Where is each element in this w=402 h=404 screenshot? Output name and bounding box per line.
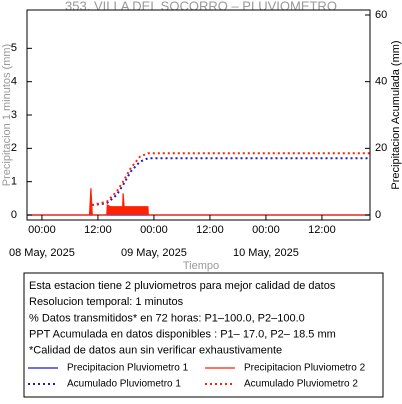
info-line: Esta estacion tiene 2 pluviometros para …	[29, 280, 336, 292]
info-line: *Calidad de datos aun sin verificar exha…	[29, 345, 282, 357]
y2-tick-label: 40	[375, 76, 387, 88]
x-tick-label: 12:00	[308, 224, 336, 236]
info-line: % Datos transmitidos* en 72 horas: P1–10…	[29, 312, 305, 324]
x-tick-label: 00:00	[252, 224, 280, 236]
y2-tick-label: 60	[375, 9, 387, 21]
y-tick-label: 4	[11, 76, 17, 88]
y-tick-label: 2	[11, 142, 17, 154]
series-line	[91, 157, 370, 206]
y2-tick-label: 20	[375, 142, 387, 154]
x-axis-label: Tiempo	[183, 260, 219, 272]
y-tick-label: 3	[11, 109, 17, 121]
date-label: 10 May, 2025	[233, 247, 299, 259]
y2-tick-label: 0	[375, 209, 381, 221]
legend-label: Acumulado Pluviometro 2	[244, 379, 358, 390]
legend-label: Acumulado Pluviometro 1	[67, 379, 181, 390]
info-box	[23, 272, 384, 398]
area	[27, 188, 370, 215]
info-line: PPT Acumulada en datos disponibles : P1–…	[29, 329, 336, 341]
y-tick-label: 1	[11, 176, 17, 188]
chart-title: 353. VILLA DEL SOCORRO – PLUVIOMETRO	[65, 0, 337, 13]
y2-axis-label: Precipitacion Acumulada (mm)	[390, 40, 402, 189]
legend-label: Precipitacion Pluviometro 1	[67, 363, 189, 374]
info-line: Resolucion temporal: 1 minutos	[29, 296, 184, 308]
x-tick-label: 12:00	[196, 224, 224, 236]
x-tick-label: 12:00	[84, 224, 112, 236]
x-tick-label: 00:00	[28, 224, 56, 236]
y-axis-label: Precipitacion 1 minutos (mm)	[1, 44, 13, 186]
y-tick-label: 5	[11, 42, 17, 54]
plot-frame	[26, 9, 371, 221]
series-line	[27, 188, 370, 216]
x-tick-label: 00:00	[140, 224, 168, 236]
y-tick-label: 0	[11, 209, 17, 221]
date-label: 09 May, 2025	[121, 247, 187, 259]
date-label: 08 May, 2025	[9, 247, 75, 259]
series-line	[91, 152, 370, 206]
legend-label: Precipitacion Pluviometro 2	[244, 363, 366, 374]
